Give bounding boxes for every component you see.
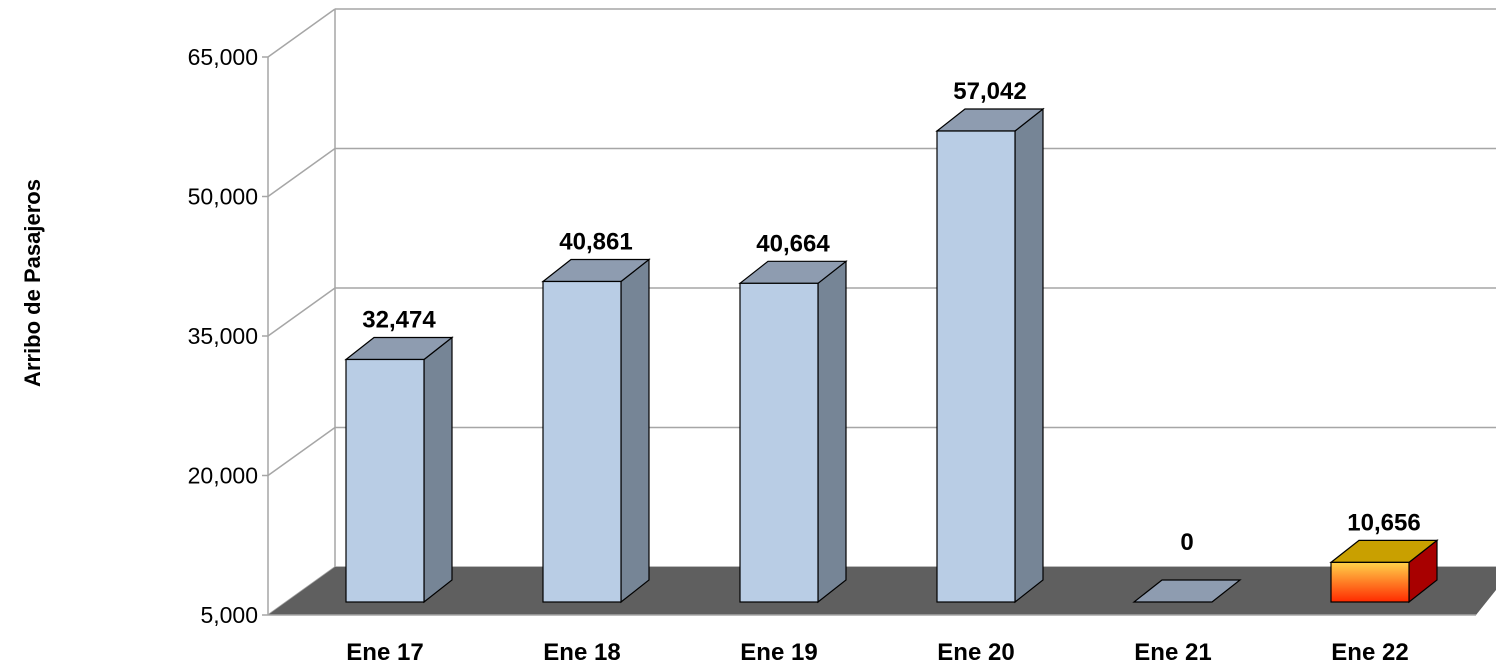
gridline-diagonal	[267, 426, 336, 477]
y-axis-title: Arribo de Pasajeros	[20, 179, 45, 387]
bar-front	[345, 358, 425, 603]
gridline-diagonal	[267, 287, 336, 337]
gridline-diagonal	[267, 8, 336, 58]
x-tick-label: Ene 17	[346, 639, 423, 666]
x-tick-label: Ene 22	[1331, 639, 1408, 666]
y-tick-label: 65,000	[188, 44, 258, 70]
bar-front	[739, 282, 819, 603]
y-tick-label: 5,000	[200, 602, 258, 628]
x-tick-label: Ene 19	[740, 639, 817, 666]
bar-side	[620, 258, 650, 604]
data-label: 57,042	[953, 78, 1026, 105]
x-tick-label: Ene 18	[543, 639, 620, 666]
bar	[344, 336, 454, 604]
x-tick-label: Ene 21	[1134, 639, 1211, 666]
bar-side	[817, 260, 847, 604]
bar-front	[1330, 561, 1410, 603]
bar	[935, 107, 1045, 604]
y-tick-label: 35,000	[188, 323, 258, 349]
bar-side	[1014, 107, 1044, 604]
bar	[541, 258, 651, 604]
y-tick-label: 20,000	[188, 463, 258, 489]
bar-front	[542, 280, 622, 603]
y-tick-label: 50,000	[188, 184, 258, 210]
data-label: 10,656	[1347, 509, 1420, 536]
bar-top	[1132, 579, 1242, 603]
bar	[1132, 579, 1242, 603]
data-label: 40,861	[559, 228, 632, 255]
bar-side	[423, 336, 453, 604]
data-label: 40,664	[756, 230, 830, 257]
data-label: 32,474	[362, 306, 436, 333]
bar	[738, 260, 848, 604]
bar	[1329, 539, 1439, 604]
data-label: 0	[1180, 529, 1193, 556]
bar-front	[936, 130, 1016, 603]
gridline-diagonal	[267, 147, 336, 198]
x-tick-label: Ene 20	[937, 639, 1014, 666]
